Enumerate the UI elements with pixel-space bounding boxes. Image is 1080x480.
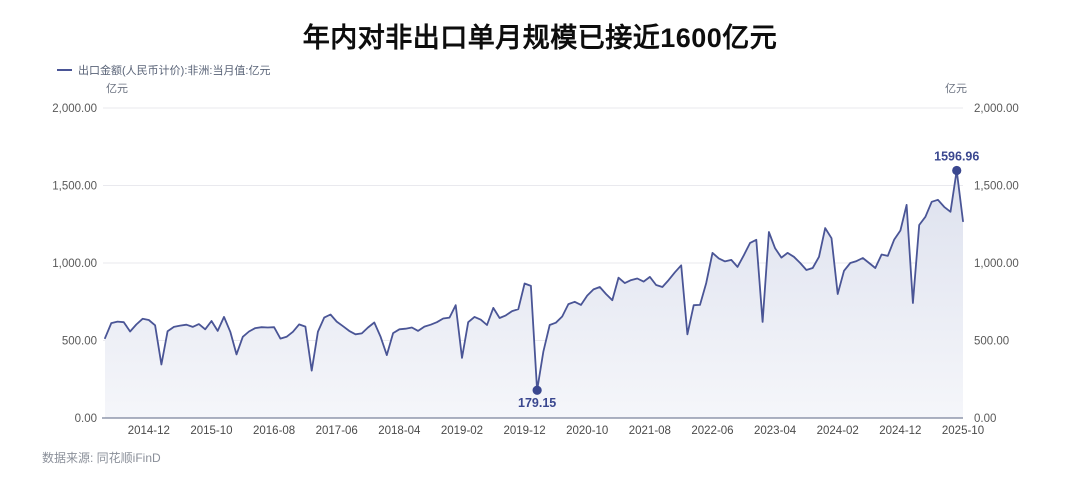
y-tick-label-left: 500.00 bbox=[62, 336, 97, 348]
x-tick-label: 2020-10 bbox=[566, 425, 608, 437]
annotation-label: 179.15 bbox=[518, 396, 556, 410]
x-tick-label: 2018-04 bbox=[378, 425, 421, 437]
x-tick-label: 2017-06 bbox=[316, 425, 358, 437]
annotations: 1596.96 179.15 bbox=[518, 149, 979, 410]
x-tick-label: 2024-12 bbox=[879, 425, 921, 437]
y-tick-label-left: 2,000.00 bbox=[52, 103, 97, 115]
y-tick-label-right: 0.00 bbox=[974, 413, 996, 425]
y-tick-labels: 0.00 0.00 500.00 500.00 1,000.00 1,000.00 1,50… bbox=[52, 103, 1019, 425]
x-tick-label: 2015-10 bbox=[190, 425, 232, 437]
legend-line-icon bbox=[57, 69, 72, 71]
data-source-text: 数据来源: 同花顺iFinD bbox=[42, 451, 161, 465]
annotation-marker-icon bbox=[532, 385, 542, 395]
x-tick-label: 2016-08 bbox=[253, 425, 295, 437]
legend-item[interactable]: 出口金额(人民币计价):非洲:当月值:亿元 bbox=[57, 62, 271, 78]
y-tick-label-right: 1,000.00 bbox=[974, 258, 1019, 270]
y-tick-label-right: 500.00 bbox=[974, 336, 1009, 348]
x-tick-label: 2019-12 bbox=[503, 425, 545, 437]
line-path bbox=[104, 169, 964, 392]
x-tick-labels: 2014-12 2015-10 2016-08 2017-06 2018-04 2019-… bbox=[128, 425, 984, 437]
y-tick-label-left: 0.00 bbox=[75, 413, 97, 425]
area-fill bbox=[105, 170, 963, 418]
series-line bbox=[104, 169, 964, 392]
x-tick-label: 2021-08 bbox=[629, 425, 671, 437]
y-tick-label-left: 1,500.00 bbox=[52, 181, 97, 193]
x-tick-label: 2023-04 bbox=[754, 425, 797, 437]
annotation-label: 1596.96 bbox=[934, 149, 979, 163]
annotation-marker-icon bbox=[952, 165, 962, 176]
x-tick-label: 2024-02 bbox=[817, 425, 859, 437]
x-tick-label: 2022-06 bbox=[691, 425, 733, 437]
y-tick-label-right: 2,000.00 bbox=[974, 103, 1019, 115]
series-area bbox=[105, 170, 963, 418]
x-tick-label: 2014-12 bbox=[128, 425, 170, 437]
legend-label: 出口金额(人民币计价):非洲:当月值:亿元 bbox=[78, 65, 271, 77]
page-title: 年内对非出口单月规模已接近1600亿元 bbox=[302, 23, 778, 53]
y-axis-unit-left: 亿元 bbox=[106, 83, 128, 95]
y-axis-unit-right: 亿元 bbox=[945, 83, 967, 95]
x-tick-label: 2019-02 bbox=[441, 425, 483, 437]
y-tick-label-right: 1,500.00 bbox=[974, 181, 1019, 193]
y-tick-label-left: 1,000.00 bbox=[52, 258, 97, 270]
x-tick-label: 2025-10 bbox=[942, 425, 984, 437]
